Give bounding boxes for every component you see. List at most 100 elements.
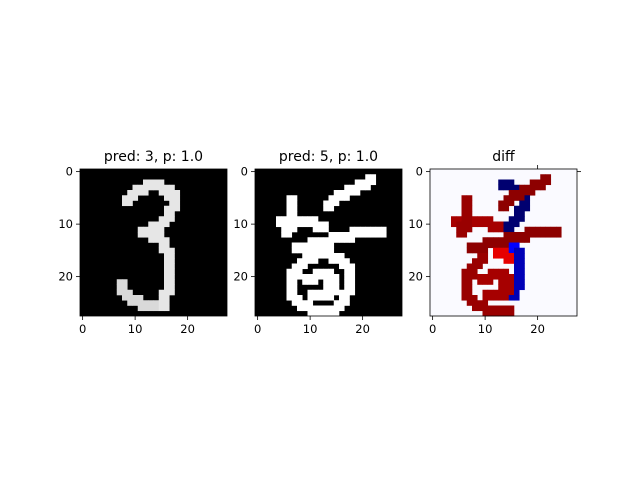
pixel-cell xyxy=(286,232,293,238)
pixel-cell xyxy=(514,237,520,243)
pixel-cell xyxy=(169,195,175,201)
pixel-cell xyxy=(493,295,499,301)
pixel-cell xyxy=(291,279,298,285)
pixel-cell xyxy=(137,226,144,233)
pixel-cell xyxy=(164,216,170,222)
pixel-cell xyxy=(312,274,319,280)
pixel-cell xyxy=(493,221,499,228)
pixel-cell xyxy=(158,242,165,249)
pixel-cell xyxy=(472,258,478,264)
pixel-cell xyxy=(466,242,473,249)
pixel-cell xyxy=(529,190,536,196)
pixel-cell xyxy=(333,258,340,264)
pixel-cell xyxy=(466,274,473,280)
pixel-cell xyxy=(291,226,298,233)
pixel-cell xyxy=(169,268,175,275)
pixel-cell xyxy=(477,253,483,259)
pixel-cell xyxy=(472,300,478,306)
pixel-cell xyxy=(333,289,340,296)
pixel-cell xyxy=(508,279,515,285)
pixel-cell xyxy=(132,300,139,306)
pixel-cell xyxy=(164,258,170,264)
pixel-cell xyxy=(328,268,335,275)
pixel-cell xyxy=(328,274,335,280)
pixel-cell xyxy=(349,268,356,275)
pixel-cell xyxy=(524,184,531,191)
pixel-cell xyxy=(323,274,329,280)
pixel-cell xyxy=(550,232,557,238)
pixel-cell xyxy=(477,221,483,228)
pixel-cell xyxy=(143,305,149,312)
pixel-cell xyxy=(360,226,366,233)
pixel-cell xyxy=(291,242,298,249)
axes-frame-diff xyxy=(429,168,578,317)
pixel-cell xyxy=(297,300,303,306)
pixel-cell xyxy=(514,284,520,291)
pixel-cell xyxy=(122,289,128,296)
pixel-cell xyxy=(514,190,520,196)
pixel-cell xyxy=(503,268,510,275)
x-tick-label: 20 xyxy=(530,322,545,336)
x-tick-label: 10 xyxy=(478,322,493,336)
pixel-cell xyxy=(333,284,340,291)
pixel-cell xyxy=(545,179,552,186)
pixel-cell xyxy=(302,258,308,264)
pixel-cell xyxy=(498,179,504,186)
pixel-cell xyxy=(514,247,520,254)
pixel-cell xyxy=(477,274,483,280)
pixel-cell xyxy=(508,305,515,312)
pixel-cell xyxy=(540,232,546,238)
pixel-cell xyxy=(349,184,356,191)
pixel-cell xyxy=(143,179,149,186)
pixel-cell xyxy=(498,221,504,228)
pixel-cell xyxy=(550,226,557,233)
pixel-cell xyxy=(472,295,478,301)
pixel-cell xyxy=(508,232,515,238)
pixel-cell xyxy=(122,279,128,285)
pixel-cell xyxy=(328,200,335,207)
pixel-cell xyxy=(307,247,314,254)
pixel-cell xyxy=(307,289,314,296)
pixel-cell xyxy=(498,242,504,249)
pixel-cell xyxy=(164,253,170,259)
pixel-cell xyxy=(508,253,515,259)
pixel-cell xyxy=(286,284,293,291)
pixel-cell xyxy=(503,310,510,317)
pixel-cell xyxy=(132,184,139,191)
pixel-cell xyxy=(344,284,350,291)
pixel-cell xyxy=(291,221,298,228)
pixel-cell xyxy=(164,284,170,291)
pixel-cell xyxy=(169,216,175,222)
pixel-cell xyxy=(164,195,170,201)
pixel-cell xyxy=(127,190,133,196)
pixel-cell xyxy=(477,247,483,254)
pixel-cell xyxy=(466,221,473,228)
pixel-cell xyxy=(164,190,170,196)
pixel-cell xyxy=(174,190,181,196)
pixel-cell xyxy=(148,232,154,238)
pixel-cell xyxy=(281,232,287,238)
pixel-cell xyxy=(328,253,335,259)
pixel-cell xyxy=(169,184,175,191)
pixel-cell xyxy=(339,253,345,259)
pixel-cell xyxy=(291,200,298,207)
pixel-cell xyxy=(158,232,165,238)
subplot-title-diff: diff xyxy=(492,149,515,165)
pixel-cell xyxy=(318,295,324,301)
pixel-cell xyxy=(137,305,144,312)
pixel-cell xyxy=(323,268,329,275)
pixel-cell xyxy=(503,226,510,233)
pixel-cell xyxy=(158,184,165,191)
pixel-cell xyxy=(169,258,175,264)
pixel-cell xyxy=(297,258,303,264)
pixel-cell xyxy=(545,174,552,180)
pixel-cell xyxy=(477,263,483,270)
pixel-cell xyxy=(323,205,329,212)
pixel-cell xyxy=(508,274,515,280)
pixel-cell xyxy=(164,279,170,285)
pixel-cell xyxy=(461,279,468,285)
pixel-cell xyxy=(158,179,165,186)
pixel-cell xyxy=(466,200,473,207)
subplot-original: pred: 3, p: 1.0 0 10 20 0 10 20 xyxy=(58,149,228,336)
